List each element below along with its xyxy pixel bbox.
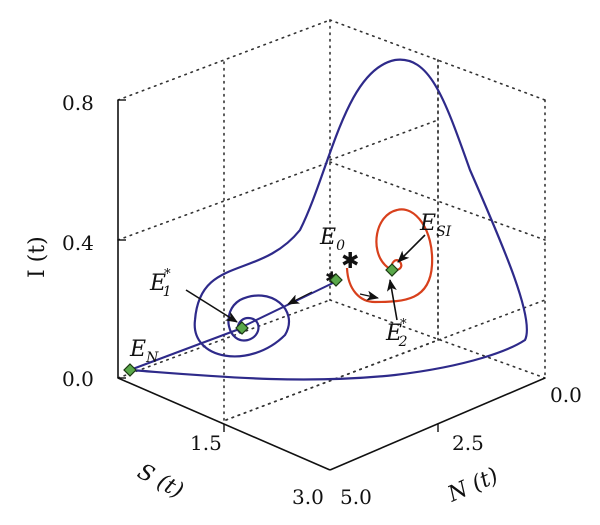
tick-label-z-0.0: 0.0	[62, 367, 94, 391]
axis-title-i: I (t)	[25, 236, 50, 278]
label-ESI: ESI	[419, 211, 452, 240]
tick-label-z-0.4: 0.4	[62, 231, 94, 255]
tick-labels: 0.8 0.4 0.0 1.5 3.0 0.0 2.5 5.0	[62, 91, 582, 509]
tick-label-s-3.0: 3.0	[292, 485, 324, 509]
label-E0: E0	[319, 225, 345, 254]
tick-label-z-0.8: 0.8	[62, 91, 94, 115]
trajectory-blue	[129, 58, 529, 381]
axes	[117, 99, 546, 471]
axis-title-n: N (t)	[443, 463, 502, 507]
label-E2: E* 2	[385, 317, 408, 350]
label-EN: EN	[129, 337, 159, 366]
equilibrium-point-E0	[329, 273, 343, 287]
annotation-arrows	[185, 234, 426, 323]
equilibrium-point-EN	[123, 363, 137, 377]
box-gridlines	[117, 19, 546, 421]
tick-label-n-0.0: 0.0	[550, 383, 582, 407]
svg-text:✱: ✱	[341, 249, 359, 274]
arrow-orange-1	[359, 290, 379, 301]
label-E1: E* 1	[149, 267, 171, 300]
tick-label-n-5.0: 5.0	[340, 485, 372, 509]
arrow-blue-1	[287, 291, 313, 305]
equilibrium-point-E1	[235, 321, 249, 335]
equilibrium-markers	[123, 263, 399, 377]
equilibrium-point-ESI	[385, 263, 399, 277]
tick-label-s-1.5: 1.5	[190, 431, 222, 455]
tick-label-n-2.5: 2.5	[452, 431, 484, 455]
point-labels: EN E* 1 E0 ESI E* 2	[129, 211, 452, 366]
axis-title-s: S (t)	[133, 459, 187, 504]
